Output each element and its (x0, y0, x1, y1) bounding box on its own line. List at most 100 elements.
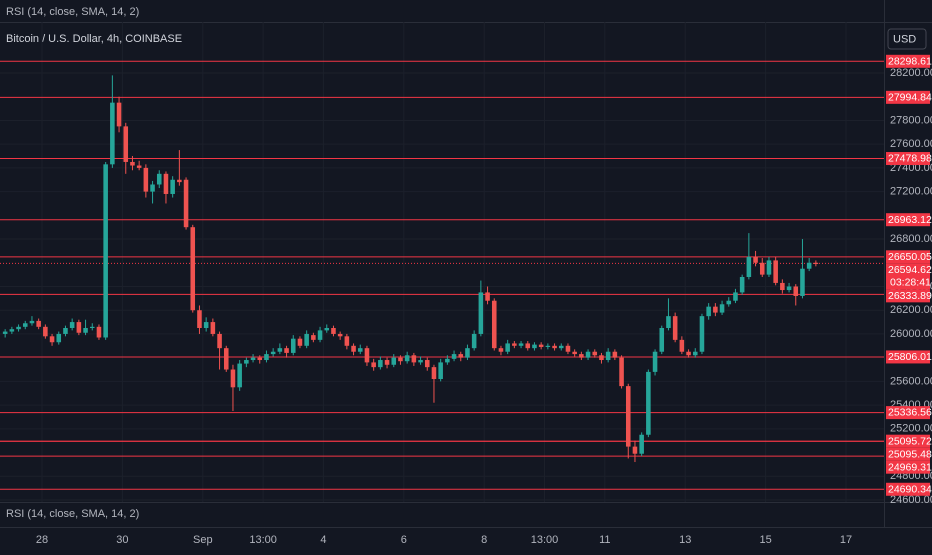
y-tick-label: 26200.00 (890, 304, 932, 316)
candle-body (2, 331, 8, 334)
candle-body (210, 322, 216, 334)
candle-body (384, 360, 390, 365)
y-tick-label: 28200.00 (890, 67, 932, 79)
candle-body (56, 333, 62, 343)
candle-body (666, 316, 671, 329)
candle-body (478, 292, 484, 334)
candle-body (344, 336, 350, 346)
candle-body (599, 355, 604, 361)
candle-body (190, 227, 196, 311)
candle-body (646, 371, 651, 435)
x-tick-label: 4 (320, 534, 326, 546)
candle-body (9, 329, 15, 332)
candle-body (110, 102, 115, 165)
top-pane-label: RSI (14, close, SMA, 14, 2) (6, 6, 139, 18)
price-label: 28298.61 (888, 55, 932, 67)
candle-body (532, 344, 537, 349)
price-label: 25095.48 (888, 448, 932, 460)
candle-body (813, 262, 819, 264)
candle-body (230, 369, 236, 388)
candle-body (378, 360, 383, 368)
candle-body (311, 335, 316, 340)
candle-body (337, 333, 343, 337)
candle-body (143, 167, 149, 192)
x-tick-label: 28 (36, 534, 48, 546)
candle-body (612, 351, 618, 358)
candle-body (558, 345, 564, 349)
candle-body (170, 179, 175, 194)
candle-body (156, 173, 162, 185)
candle-body (49, 336, 55, 343)
candle-body (404, 355, 410, 362)
candle-body (465, 348, 470, 358)
candle-body (357, 348, 363, 352)
candle-body (592, 351, 598, 356)
candle-body (411, 355, 417, 363)
y-tick-label: 24600.00 (890, 494, 932, 506)
candle-body (290, 338, 296, 353)
x-tick-label: 6 (401, 534, 407, 546)
candle-body (766, 260, 772, 275)
bottom-pane-label: RSI (14, close, SMA, 14, 2) (6, 508, 139, 520)
candle-body (29, 320, 35, 324)
price-label: 24690.34 (888, 483, 932, 495)
candle-body (719, 304, 725, 313)
price-label: 26963.12 (888, 214, 932, 226)
candle-body (217, 333, 222, 349)
currency-box[interactable] (887, 28, 927, 50)
candle-body (619, 357, 624, 387)
x-tick-label: 11 (599, 534, 610, 546)
price-label-bg (886, 90, 930, 104)
candle-body (364, 348, 370, 363)
candle-body (786, 286, 792, 291)
price-label-bg (886, 152, 930, 166)
price-label: 27478.98 (888, 153, 932, 165)
y-tick-label: 26800.00 (890, 233, 932, 245)
price-label: 26333.89 (888, 290, 932, 302)
price-label-bg (886, 434, 930, 448)
candle-body (713, 306, 718, 313)
candle-body (739, 277, 745, 293)
candle-body (16, 326, 21, 330)
candle-body (445, 358, 450, 363)
y-tick-label: 27800.00 (890, 114, 932, 126)
candle-body (418, 360, 423, 363)
candle-body (699, 316, 705, 352)
x-tick-label: 13:00 (249, 534, 277, 546)
candle-body (525, 343, 531, 349)
price-label-bg (886, 250, 930, 264)
candle-body (96, 326, 102, 338)
candle-body (203, 322, 209, 329)
candle-body (150, 184, 155, 192)
price-label-bg (886, 213, 930, 227)
candle-body (277, 348, 283, 352)
candle-body (585, 351, 591, 358)
candle-body (250, 357, 256, 361)
price-label: 24969.31 (888, 461, 932, 473)
x-tick-label: 30 (116, 534, 128, 546)
candle-body (237, 363, 242, 388)
candle-body (183, 179, 189, 228)
candle-body (451, 354, 457, 359)
candle-body (83, 328, 88, 333)
price-label-bg (886, 482, 930, 496)
candle-body (223, 348, 229, 370)
candle-body (43, 326, 48, 337)
y-tick-label: 27200.00 (890, 186, 932, 198)
candle-body (625, 386, 631, 447)
currency[interactable]: USD (893, 33, 916, 45)
candle-body (686, 351, 691, 356)
y-tick-label: 26000.00 (890, 328, 932, 340)
price-label: 25336.56 (888, 407, 932, 419)
candle-body (605, 351, 611, 361)
candle-body (123, 126, 129, 162)
candle-body (485, 292, 490, 301)
candle-body (36, 320, 41, 327)
candle-body (471, 333, 477, 349)
candle-body (244, 360, 249, 364)
candle-body (780, 282, 785, 291)
candle-body (63, 328, 68, 334)
candle-body (116, 102, 122, 127)
